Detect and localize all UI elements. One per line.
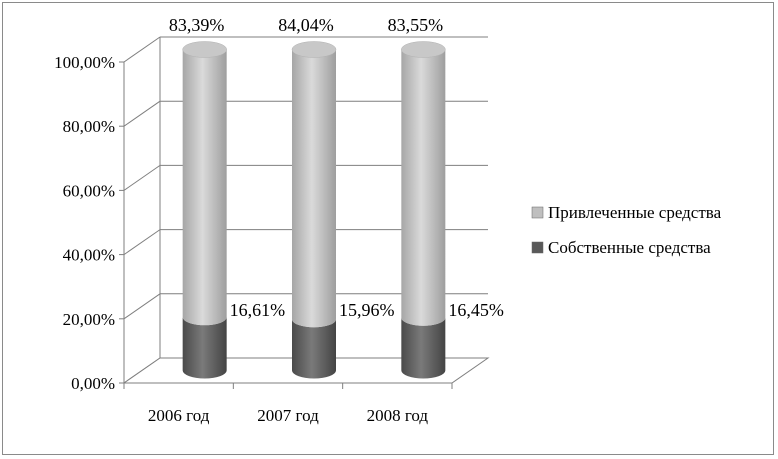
- bar-borrowed-funds: [401, 49, 446, 326]
- y-tick-label: 20,00%: [63, 310, 115, 329]
- bar-own-funds: [401, 317, 446, 379]
- data-label-borrowed: 83,39%: [169, 15, 225, 35]
- y-tick-label: 0,00%: [71, 374, 115, 393]
- legend-label: Собственные средства: [548, 238, 711, 257]
- bar-borrowed-funds: [292, 49, 336, 328]
- x-tick-label: 2008 год: [367, 406, 429, 425]
- side-gridline: [123, 229, 161, 256]
- bar-own-funds: [292, 319, 336, 379]
- data-label-own: 15,96%: [339, 300, 395, 320]
- side-gridline: [123, 100, 161, 127]
- y-tick-label: 80,00%: [63, 117, 115, 136]
- data-label-borrowed: 84,04%: [278, 15, 334, 35]
- y-tick-label: 100,00%: [54, 53, 115, 72]
- side-gridline: [123, 293, 161, 320]
- bar-own-funds: [182, 317, 227, 379]
- y-tick-label: 40,00%: [63, 246, 115, 265]
- bar-borrowed-funds: [182, 49, 227, 326]
- data-label-own: 16,61%: [230, 300, 286, 320]
- x-tick-label: 2006 год: [148, 406, 210, 425]
- side-gridline: [123, 36, 161, 63]
- bar-top-cap: [291, 41, 337, 58]
- x-tick-label: 2007 год: [257, 406, 319, 425]
- y-tick-label: 60,00%: [63, 181, 115, 200]
- legend-swatch: [531, 206, 544, 219]
- bar-top-cap: [182, 41, 227, 58]
- bar-top-cap: [401, 41, 446, 58]
- legend-swatch: [531, 241, 544, 254]
- data-label-own: 16,45%: [448, 300, 504, 320]
- legend-label: Привлеченные средства: [548, 203, 722, 222]
- side-gridline: [123, 164, 161, 191]
- data-label-borrowed: 83,55%: [388, 15, 444, 35]
